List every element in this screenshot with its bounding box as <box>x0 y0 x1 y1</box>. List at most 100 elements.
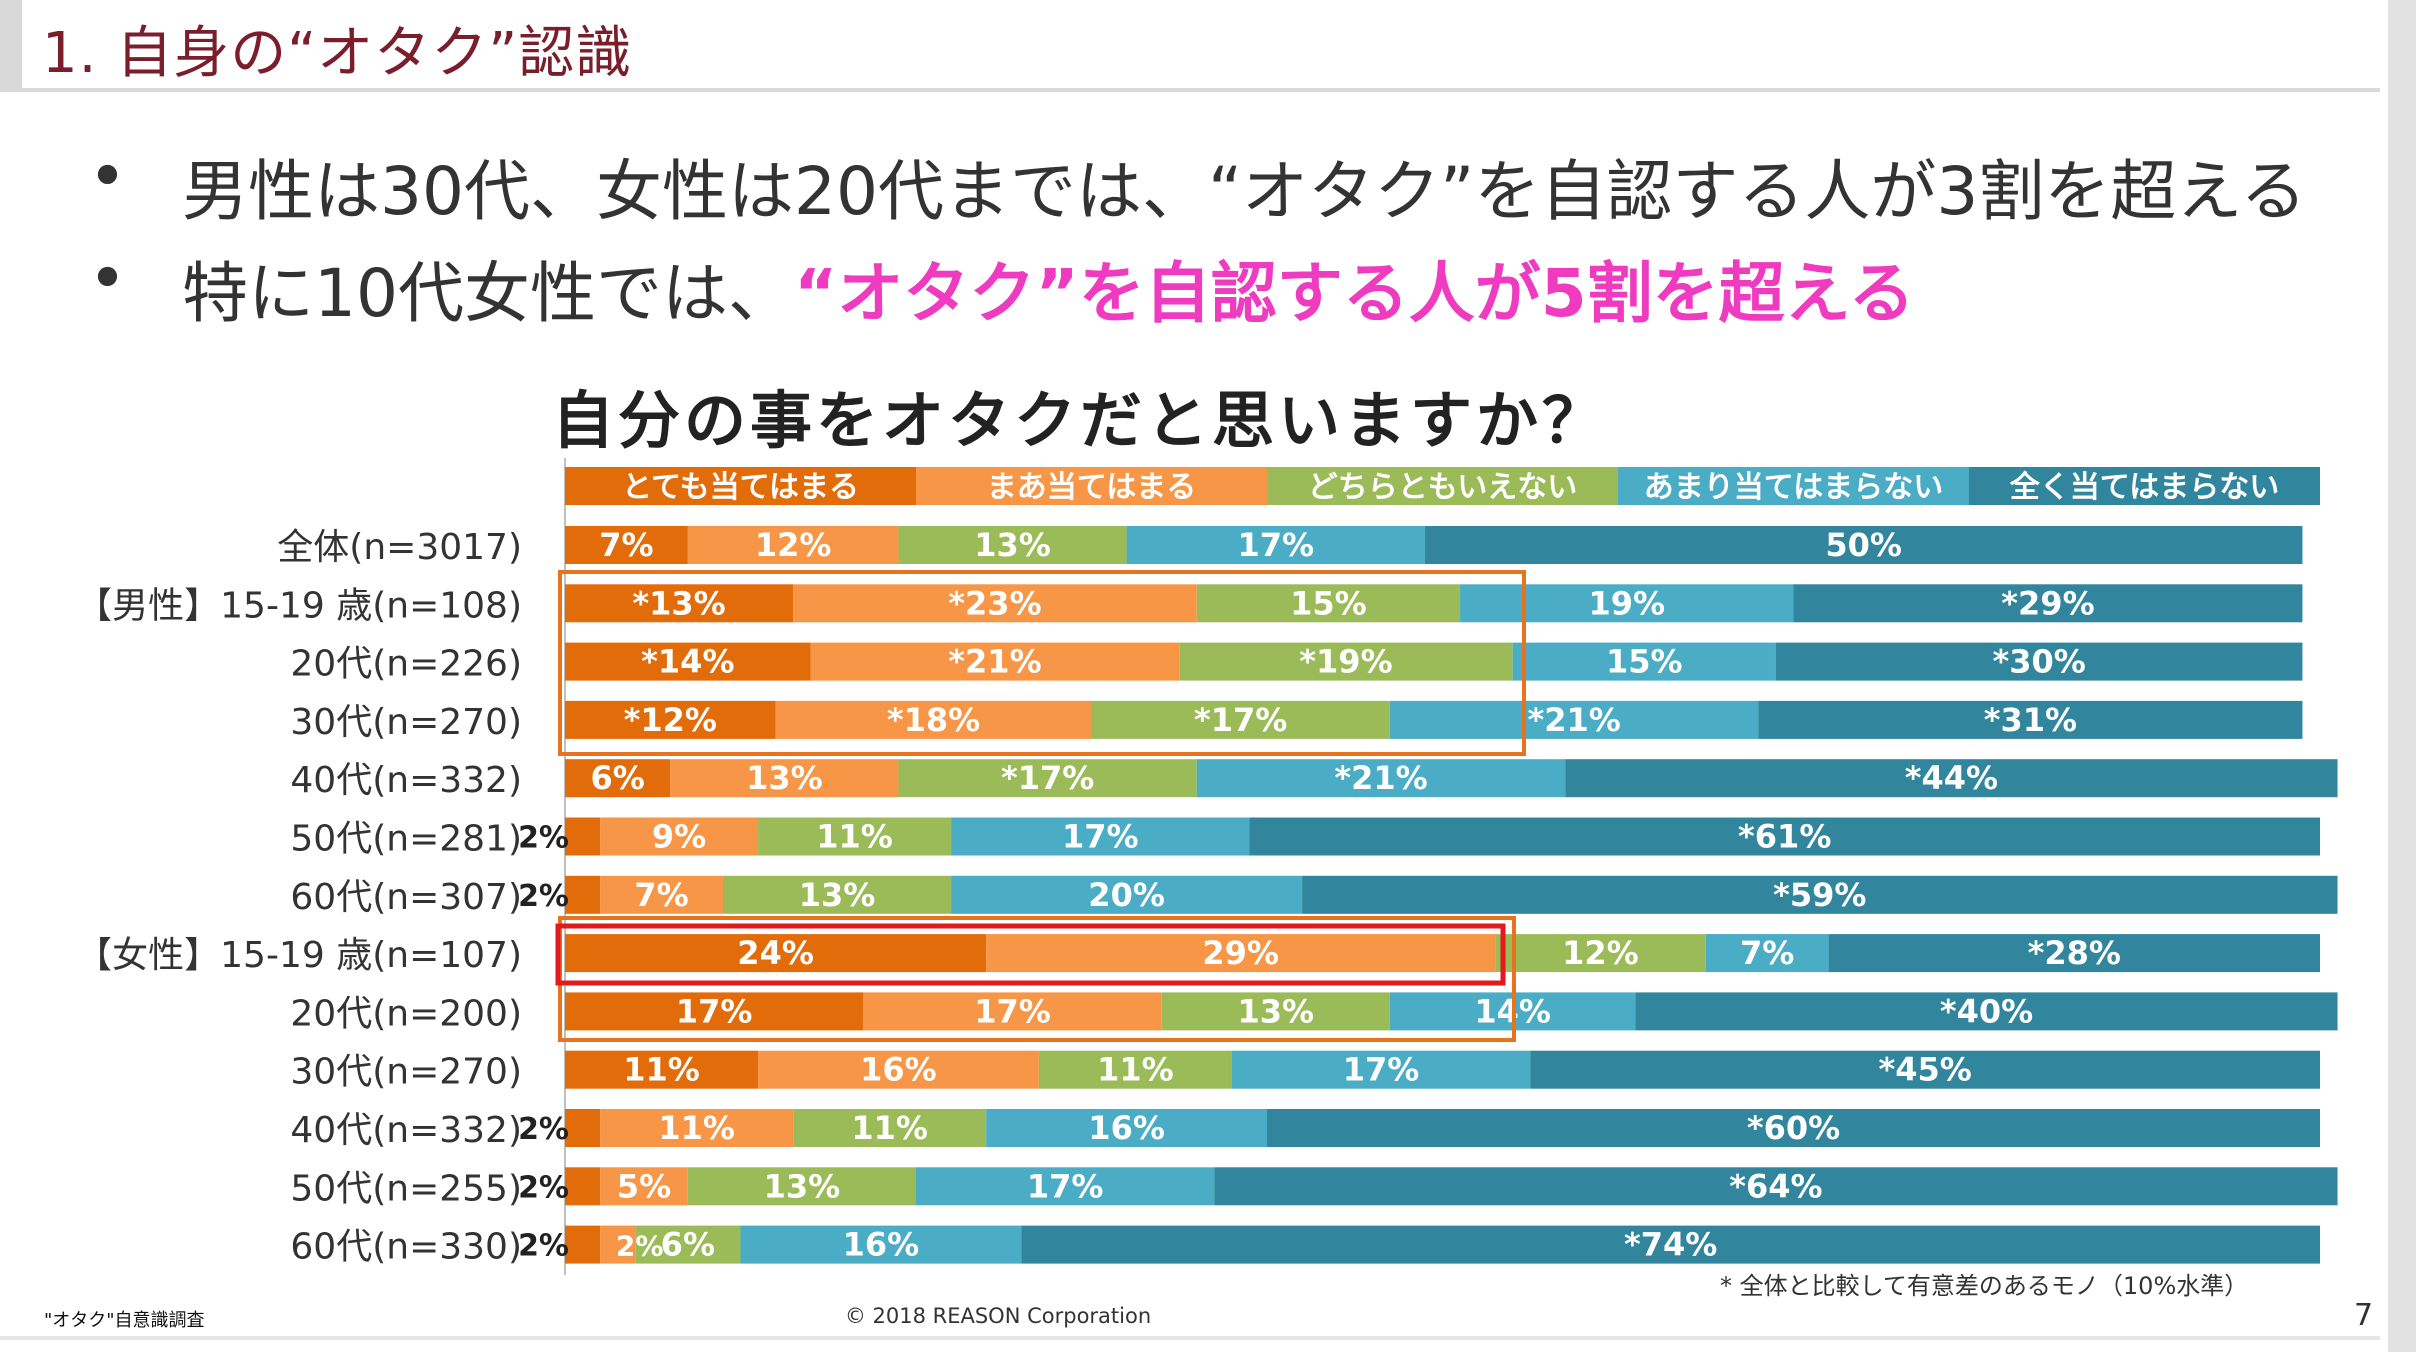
bar-value-label: *29% <box>2001 584 2094 622</box>
bar-value-label: *21% <box>1334 759 1427 797</box>
page-title: 1. 自身の“オタク”認識 <box>42 21 633 86</box>
bar-value-label: *13% <box>632 584 725 622</box>
bar-value-label: 13% <box>746 759 823 797</box>
bar-segment <box>1565 759 2338 798</box>
bar-segment <box>687 1167 916 1206</box>
bar-value-label: *17% <box>1194 701 1287 739</box>
header-accent <box>0 0 22 88</box>
highlight-box-male <box>558 570 1526 756</box>
bar-segment <box>1758 700 2303 739</box>
category-label: 40代(n=332) <box>290 760 522 801</box>
bar-value-label: *44% <box>1905 759 1998 797</box>
chart-title-text: 自分の事をオタクだと思いますか？ <box>551 384 1608 457</box>
bar-segment <box>635 1225 741 1264</box>
bar-value-label: 5% <box>617 1167 671 1205</box>
bar-value-label: 16% <box>860 1051 937 1089</box>
bar-value-label: 19% <box>1588 584 1665 622</box>
bar-segment <box>986 1109 1267 1147</box>
bar-segment <box>1460 584 1794 623</box>
bar-segment <box>1179 642 1513 681</box>
bar-segment <box>898 526 1127 564</box>
bar-value-label: *21% <box>948 643 1041 681</box>
bullet-marker: • <box>88 240 127 317</box>
bar-value-label: 7% <box>634 876 688 914</box>
category-label: 20代(n=200) <box>290 993 522 1034</box>
bar-segment <box>863 992 1162 1031</box>
bar-segment <box>600 1109 794 1147</box>
bar-segment <box>565 817 601 856</box>
bar-value-label: 16% <box>1088 1109 1165 1147</box>
bar-value-label: 12% <box>1562 934 1639 972</box>
bar-value-label: *21% <box>1527 701 1620 739</box>
bar-value-label: 17% <box>1343 1051 1420 1089</box>
bar-segment <box>1161 992 1390 1031</box>
copyright-text: © 2018 REASON Corporation <box>844 1304 1152 1328</box>
bar-value-label: 13% <box>974 526 1051 564</box>
outside-value-label: 2% <box>518 821 569 856</box>
bar-segment <box>1389 700 1759 739</box>
bar-value-label: 13% <box>764 1167 841 1205</box>
bar-value-label: 24% <box>737 934 814 972</box>
bar-segment <box>898 759 1197 798</box>
legend-label: まあ当てはまる <box>987 470 1196 505</box>
bar-value-label: 9% <box>652 818 706 856</box>
bar-value-label: 17% <box>1027 1167 1104 1205</box>
category-label: 【男性】15-19 歳(n=108) <box>76 585 522 626</box>
bar-value-label: 11% <box>623 1051 700 1089</box>
bullet-marker: • <box>88 138 127 215</box>
bar-segment <box>565 934 987 973</box>
bar-segment <box>810 642 1180 681</box>
category-label: 30代(n=270) <box>290 1052 522 1093</box>
bar-value-label: *61% <box>1738 818 1831 856</box>
bar-segment <box>1705 934 1829 973</box>
bar-segment <box>600 817 759 856</box>
category-label: 40代(n=332) <box>290 1110 522 1151</box>
bar-value-label: *23% <box>948 584 1041 622</box>
bar-value-label: 13% <box>799 876 876 914</box>
bar-value-label: 11% <box>816 818 893 856</box>
bar-segment <box>565 1050 759 1089</box>
outside-value-label: 2% <box>518 879 569 914</box>
category-label: 30代(n=270) <box>290 702 522 743</box>
bar-segment <box>1196 584 1461 623</box>
slide-edge <box>2388 0 2416 1352</box>
category-label: 50代(n=255) <box>290 1168 522 1209</box>
legend-label: あまり当てはまらない <box>1644 470 1943 505</box>
legend-swatch <box>1267 467 1618 505</box>
bar-value-label: *19% <box>1299 643 1392 681</box>
bullet-text-1: 男性は30代、女性は20代までは、“オタク”を自認する人が3割を超える <box>182 138 2306 234</box>
bar-segment <box>1249 817 2320 856</box>
chart-footnote: * 全体と比較して有意差のあるモノ（10%水準） <box>1720 1272 2249 1300</box>
bar-value-label: 20% <box>1088 876 1165 914</box>
outside-value-label: 2% <box>518 1229 569 1264</box>
bar-segment <box>916 1167 1215 1206</box>
highlight-box-female-teens <box>555 923 1506 986</box>
outside-value-label: 2% <box>518 1112 569 1147</box>
bar-segment <box>1512 642 1776 681</box>
bar-segment <box>1214 1167 2338 1206</box>
bar-value-label: 17% <box>974 992 1051 1030</box>
bar-value-label: 50% <box>1825 526 1902 564</box>
bullet-1-text: 男性は30代、女性は20代までは、“オタク”を自認する人が3割を超える <box>182 153 2307 230</box>
bar-segment <box>565 526 688 564</box>
bar-value-label: 29% <box>1202 934 1279 972</box>
bar-segment <box>1635 992 2338 1031</box>
bar-segment <box>1302 875 2338 914</box>
bar-segment <box>722 875 952 914</box>
bar-segment <box>1495 934 1706 973</box>
bar-segment <box>793 584 1197 623</box>
bar-value-label: *12% <box>624 701 717 739</box>
bar-value-label: *17% <box>1001 759 1094 797</box>
bar-segment <box>565 700 776 739</box>
bar-value-label: *40% <box>1940 992 2033 1030</box>
legend-label: 全く当てはまらない <box>2009 470 2279 505</box>
bar-value-label: *28% <box>2028 934 2121 972</box>
bar-value-label: 13% <box>1237 992 1314 1030</box>
bar-value-label: 2% <box>616 1230 664 1263</box>
bar-value-label: 11% <box>658 1109 735 1147</box>
bar-segment <box>1267 1109 2320 1147</box>
bar-segment <box>1126 526 1425 564</box>
bar-value-label: 11% <box>1097 1051 1174 1089</box>
legend-label: とても当てはまる <box>622 470 859 505</box>
